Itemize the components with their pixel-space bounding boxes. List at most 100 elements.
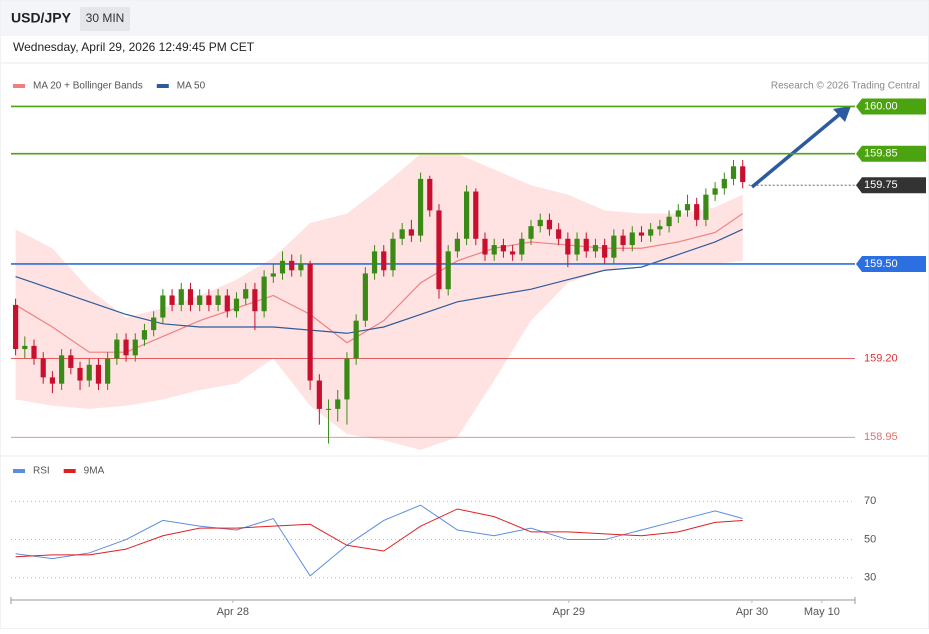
candle-body [408, 229, 414, 236]
candle-body [77, 367, 83, 381]
legend-label: 9MA [84, 466, 105, 477]
candle-body [740, 166, 746, 183]
candle-body [49, 377, 56, 384]
timeframe-badge[interactable] [80, 7, 130, 31]
candle-body [371, 251, 378, 274]
level-label: 158.95 [864, 431, 898, 443]
level-label: 159.85 [864, 148, 898, 160]
candle-body [86, 364, 92, 381]
rsi-line [15, 504, 743, 577]
level-label: 159.75 [864, 179, 898, 191]
candle-body [114, 339, 120, 359]
candle-body [565, 238, 571, 255]
legend-label: MA 50 [177, 81, 206, 92]
candle-body [40, 358, 46, 378]
candle-body [105, 358, 111, 384]
legend-swatch [13, 84, 25, 88]
timeframe[interactable]: 30 MIN [86, 11, 125, 25]
candle-body [13, 304, 19, 350]
source: Research © 2026 Trading Central [771, 81, 920, 92]
x-tick-label: Apr 28 [217, 606, 249, 618]
candle-body [556, 229, 562, 239]
candle-body [602, 245, 608, 258]
candle-body [574, 238, 580, 255]
y-tick-label: 50 [864, 533, 876, 545]
legend-label: MA 20 + Bollinger Bands [33, 81, 143, 92]
candle-body [298, 263, 304, 271]
level-label: 159.50 [864, 258, 898, 270]
header-bar [1, 1, 928, 36]
candle-body [261, 276, 267, 312]
candle-body [390, 238, 396, 271]
candle-body [445, 251, 451, 290]
candle-body [123, 339, 129, 356]
candle-body [316, 380, 322, 409]
candle-body [730, 166, 737, 179]
candle-body [473, 191, 479, 239]
legend-swatch [13, 469, 25, 473]
candle-body [59, 355, 65, 384]
symbol: USD/JPY [11, 10, 72, 26]
candle-body [68, 355, 74, 368]
y-tick-label: 30 [864, 572, 876, 584]
candle-body [436, 210, 442, 290]
candle-body [335, 399, 341, 409]
candle-body [463, 191, 470, 239]
candle-body [510, 251, 516, 255]
candle-body [519, 238, 525, 255]
candle-body [206, 295, 212, 305]
candle-body [620, 235, 626, 246]
candle-body [694, 204, 700, 220]
candle-body [197, 295, 203, 305]
candle-body [178, 289, 184, 305]
candle-body [362, 273, 368, 321]
x-tick-label: Apr 30 [736, 606, 768, 618]
candle-body [399, 229, 405, 239]
candle-body [224, 295, 230, 312]
level-label: 160.00 [864, 100, 898, 112]
moving-average [15, 228, 743, 334]
candle-body [500, 245, 507, 252]
candle-body [528, 226, 534, 239]
candle-body [270, 273, 276, 277]
x-tick-label: May 10 [804, 606, 840, 618]
candle-body [583, 238, 589, 252]
forecast-arrowhead [833, 106, 851, 122]
forecast-arrow [750, 112, 842, 189]
candle-body [657, 226, 663, 230]
candle-body [187, 289, 194, 305]
candle-body [381, 251, 387, 271]
candle-body [491, 245, 497, 255]
candle-body [132, 339, 138, 356]
level-badge [856, 98, 926, 115]
candle-body [353, 320, 359, 359]
legend-swatch [156, 84, 169, 88]
level-label: 159.20 [864, 352, 898, 364]
candle-body [666, 216, 672, 227]
moving-average [15, 213, 744, 353]
timestamp: Wednesday, April 29, 2026 12:49:45 PM CE… [13, 40, 255, 54]
candle-body [629, 232, 635, 246]
candle-body [546, 219, 553, 230]
candle-body [482, 238, 488, 255]
candle-body [537, 219, 543, 227]
candle-body [31, 345, 37, 359]
candle-body [95, 364, 102, 384]
candle-body [454, 238, 460, 252]
candle-body [611, 235, 617, 258]
candle-body [243, 289, 249, 299]
candle-body [712, 188, 718, 195]
y-tick-label: 70 [864, 495, 876, 507]
candle-body [427, 178, 433, 211]
candle-body [215, 295, 221, 305]
candle-body [417, 178, 424, 236]
candle-body [684, 204, 691, 211]
candle-body [22, 345, 28, 350]
level-badge [856, 177, 926, 194]
candle-body [160, 295, 166, 318]
candle-body [703, 194, 709, 220]
level-badge [856, 145, 926, 162]
candle-body [307, 263, 313, 381]
